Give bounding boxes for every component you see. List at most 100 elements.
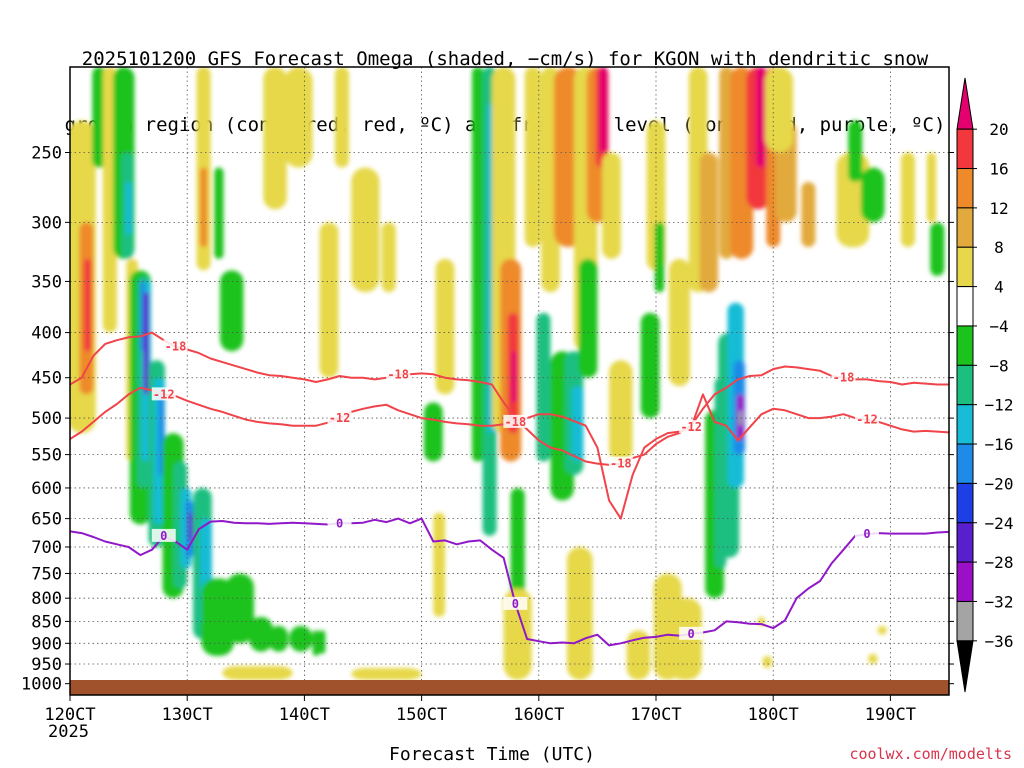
contour-label-bg: [327, 516, 352, 530]
y-tick-label: 850: [31, 612, 62, 632]
contour-label-bg: [854, 412, 879, 426]
omega-shade-yel: [609, 360, 633, 462]
colorbar-label: 4: [994, 278, 1004, 297]
omega-shade-yel: [435, 258, 455, 395]
colorbar-segment: [956, 561, 974, 602]
omega-shade-grn: [861, 167, 885, 223]
contour-label-bg: [151, 387, 176, 401]
y-tick-label: 400: [31, 324, 62, 344]
omega-shade-yel: [263, 67, 287, 210]
contour-label-text: -18: [165, 340, 187, 354]
omega-shade-grn: [654, 222, 665, 293]
colorbar-label: −32: [985, 592, 1014, 611]
contour-label: 0: [327, 516, 352, 530]
colorbar-label: −36: [985, 632, 1014, 651]
y-tick-label: 550: [31, 446, 62, 466]
colorbar-segment: [956, 404, 974, 445]
credit-link[interactable]: coolwx.com/modelts: [849, 745, 1012, 763]
y-tick-label: 950: [31, 655, 62, 675]
y-tick-label: 350: [31, 272, 62, 292]
omega-shade-grn: [471, 67, 484, 462]
colorbar-segment: [956, 482, 974, 524]
colorbar-segment: [956, 168, 974, 209]
omega-shade-grn: [214, 167, 224, 259]
omega-shade-grn: [640, 312, 660, 419]
omega-shade-teal: [536, 312, 551, 462]
contour-label-bg: [151, 528, 176, 542]
x-tick-label: 160CT: [513, 705, 564, 725]
contour-label: 0: [854, 527, 879, 541]
plot-frame: [69, 66, 950, 696]
omega-shade-grn: [201, 578, 235, 656]
colorbar-label: −16: [985, 435, 1014, 454]
omega-shade-grn: [269, 625, 288, 652]
colorbar-segment: [956, 286, 974, 327]
contour-label-text: -18: [833, 371, 855, 385]
x-axis-label: Forecast Time (UTC): [389, 744, 595, 765]
contour-label-bg: [386, 367, 411, 381]
x-tick-label: 140CT: [279, 705, 330, 725]
colorbar-label: −24: [985, 514, 1014, 533]
colorbar-triangle-top: [956, 77, 974, 130]
y-tick-label: 650: [31, 510, 62, 530]
colorbar-label: 12: [989, 199, 1008, 218]
contour-label-text: -18: [387, 367, 409, 381]
contour-label: 0: [503, 596, 528, 611]
contour-label-text: -12: [153, 387, 175, 401]
grid: [70, 67, 949, 695]
colorbar-segment: [956, 600, 974, 642]
colorbar-label: 20: [989, 120, 1008, 139]
x-tick-label: 120CT: [44, 705, 95, 725]
omega-shade-grn: [289, 625, 313, 652]
omega-shade-pur: [188, 512, 193, 542]
contour-label-text: -12: [329, 411, 351, 425]
omega-shade-yel: [900, 152, 916, 248]
contour-label: 0: [151, 528, 176, 543]
contour-line: [70, 517, 949, 647]
title-line-1: 2025101200 GFS Forecast Omega (shaded, −…: [81, 48, 929, 70]
omega-shade-yel: [284, 67, 313, 168]
contour-label: -18: [503, 414, 528, 429]
colorbar-label: −28: [985, 553, 1014, 572]
omega-shade-yel: [319, 222, 339, 378]
omega-shade-mag: [755, 67, 768, 168]
omega-shade-red: [84, 258, 92, 352]
ground-strip: [70, 680, 949, 695]
contour-label-bg: [327, 411, 352, 425]
contour-label: -18: [386, 367, 411, 381]
contour-line: [70, 331, 949, 466]
contour-label-bg: [831, 370, 856, 384]
colorbar-segment: [956, 207, 974, 248]
contour-label-bg: [854, 527, 879, 541]
contour-label: -12: [679, 420, 704, 434]
contour-label-text: 0: [160, 529, 167, 543]
x-tick-label: 180CT: [748, 705, 799, 725]
contour-label-text: -18: [505, 415, 527, 429]
contour-label: -18: [831, 370, 856, 385]
colorbar-triangle-bottom: [956, 640, 974, 693]
omega-shade-gold: [699, 152, 719, 293]
omega-shade-grn: [930, 222, 945, 276]
omega-shade-yel: [764, 67, 794, 153]
contour-label-text: 0: [863, 527, 870, 541]
omega-shade-yel: [626, 630, 651, 680]
contour-label-bg: [503, 414, 528, 428]
y-tick-label: 800: [31, 589, 62, 609]
colorbar-segment: [956, 364, 974, 406]
omega-shade-gold: [801, 181, 816, 248]
y-tick-label: 500: [31, 409, 62, 429]
omega-shade-grn: [220, 270, 244, 352]
y-tick-label: 1000: [21, 675, 62, 695]
colorbar-segment: [956, 246, 974, 288]
omega-shade-grn: [848, 120, 863, 182]
colorbar: 20 16 12 8 4 −4 −8 −12 −16 −20 −24 −28 −32 −36: [956, 77, 1014, 693]
contour-label: -12: [854, 412, 879, 427]
contour-label-bg: [503, 596, 528, 610]
omega-shade-yel: [602, 152, 621, 259]
contour-label-bg: [608, 456, 633, 470]
colorbar-segment: [956, 128, 974, 170]
omega-shade-pur: [143, 292, 149, 395]
contour-label-text: -12: [680, 420, 702, 434]
omega-shading: [70, 67, 945, 680]
